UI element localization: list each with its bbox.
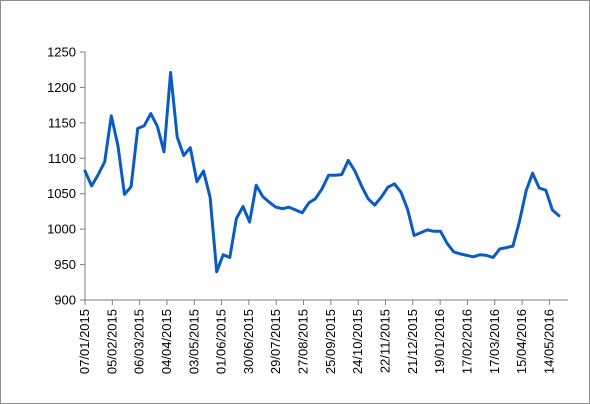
x-tick-label: 22/11/2015 (378, 309, 393, 373)
y-axis-ticks (80, 51, 85, 301)
x-tick-label: 19/01/2016 (432, 309, 447, 374)
x-tick-label: 14/05/2016 (541, 309, 556, 374)
y-tick-label: 1050 (47, 186, 76, 201)
x-tick-label: 03/05/2015 (186, 309, 201, 374)
x-tick-label: 30/06/2015 (241, 309, 256, 374)
x-tick-label: 04/04/2015 (159, 309, 174, 374)
y-tick-label: 1000 (47, 222, 76, 237)
y-tick-label: 1100 (48, 151, 76, 166)
x-tick-label: 27/08/2015 (296, 309, 311, 374)
x-tick-label: 07/01/2015 (77, 309, 92, 374)
x-tick-label: 29/07/2015 (268, 309, 283, 374)
y-tick-label: 1150 (48, 115, 76, 130)
x-tick-label: 17/03/2016 (487, 309, 502, 374)
x-axis-tick-labels: 07/01/2015 05/02/2015 06/03/2015 04/04/2015… (77, 309, 556, 374)
y-tick-label: 950 (54, 257, 76, 272)
x-tick-label: 05/02/2015 (104, 309, 119, 374)
x-tick-label: 06/03/2015 (132, 309, 147, 374)
y-axis-tick-labels: 900 950 1000 1050 1100 1150 1200 1250 (47, 45, 76, 308)
x-axis-ticks (84, 300, 550, 305)
x-tick-label: 21/12/2015 (405, 309, 420, 374)
x-tick-label: 15/04/2016 (514, 309, 529, 374)
series-line (83, 71, 561, 274)
x-tick-label: 17/02/2016 (459, 309, 474, 374)
x-tick-label: 01/06/2015 (214, 309, 229, 374)
y-tick-label: 1200 (47, 80, 76, 95)
x-tick-label: 24/10/2015 (350, 309, 365, 374)
x-tick-label: 25/09/2015 (323, 309, 338, 374)
y-tick-label: 900 (54, 293, 76, 308)
y-tick-label: 1250 (47, 45, 76, 60)
